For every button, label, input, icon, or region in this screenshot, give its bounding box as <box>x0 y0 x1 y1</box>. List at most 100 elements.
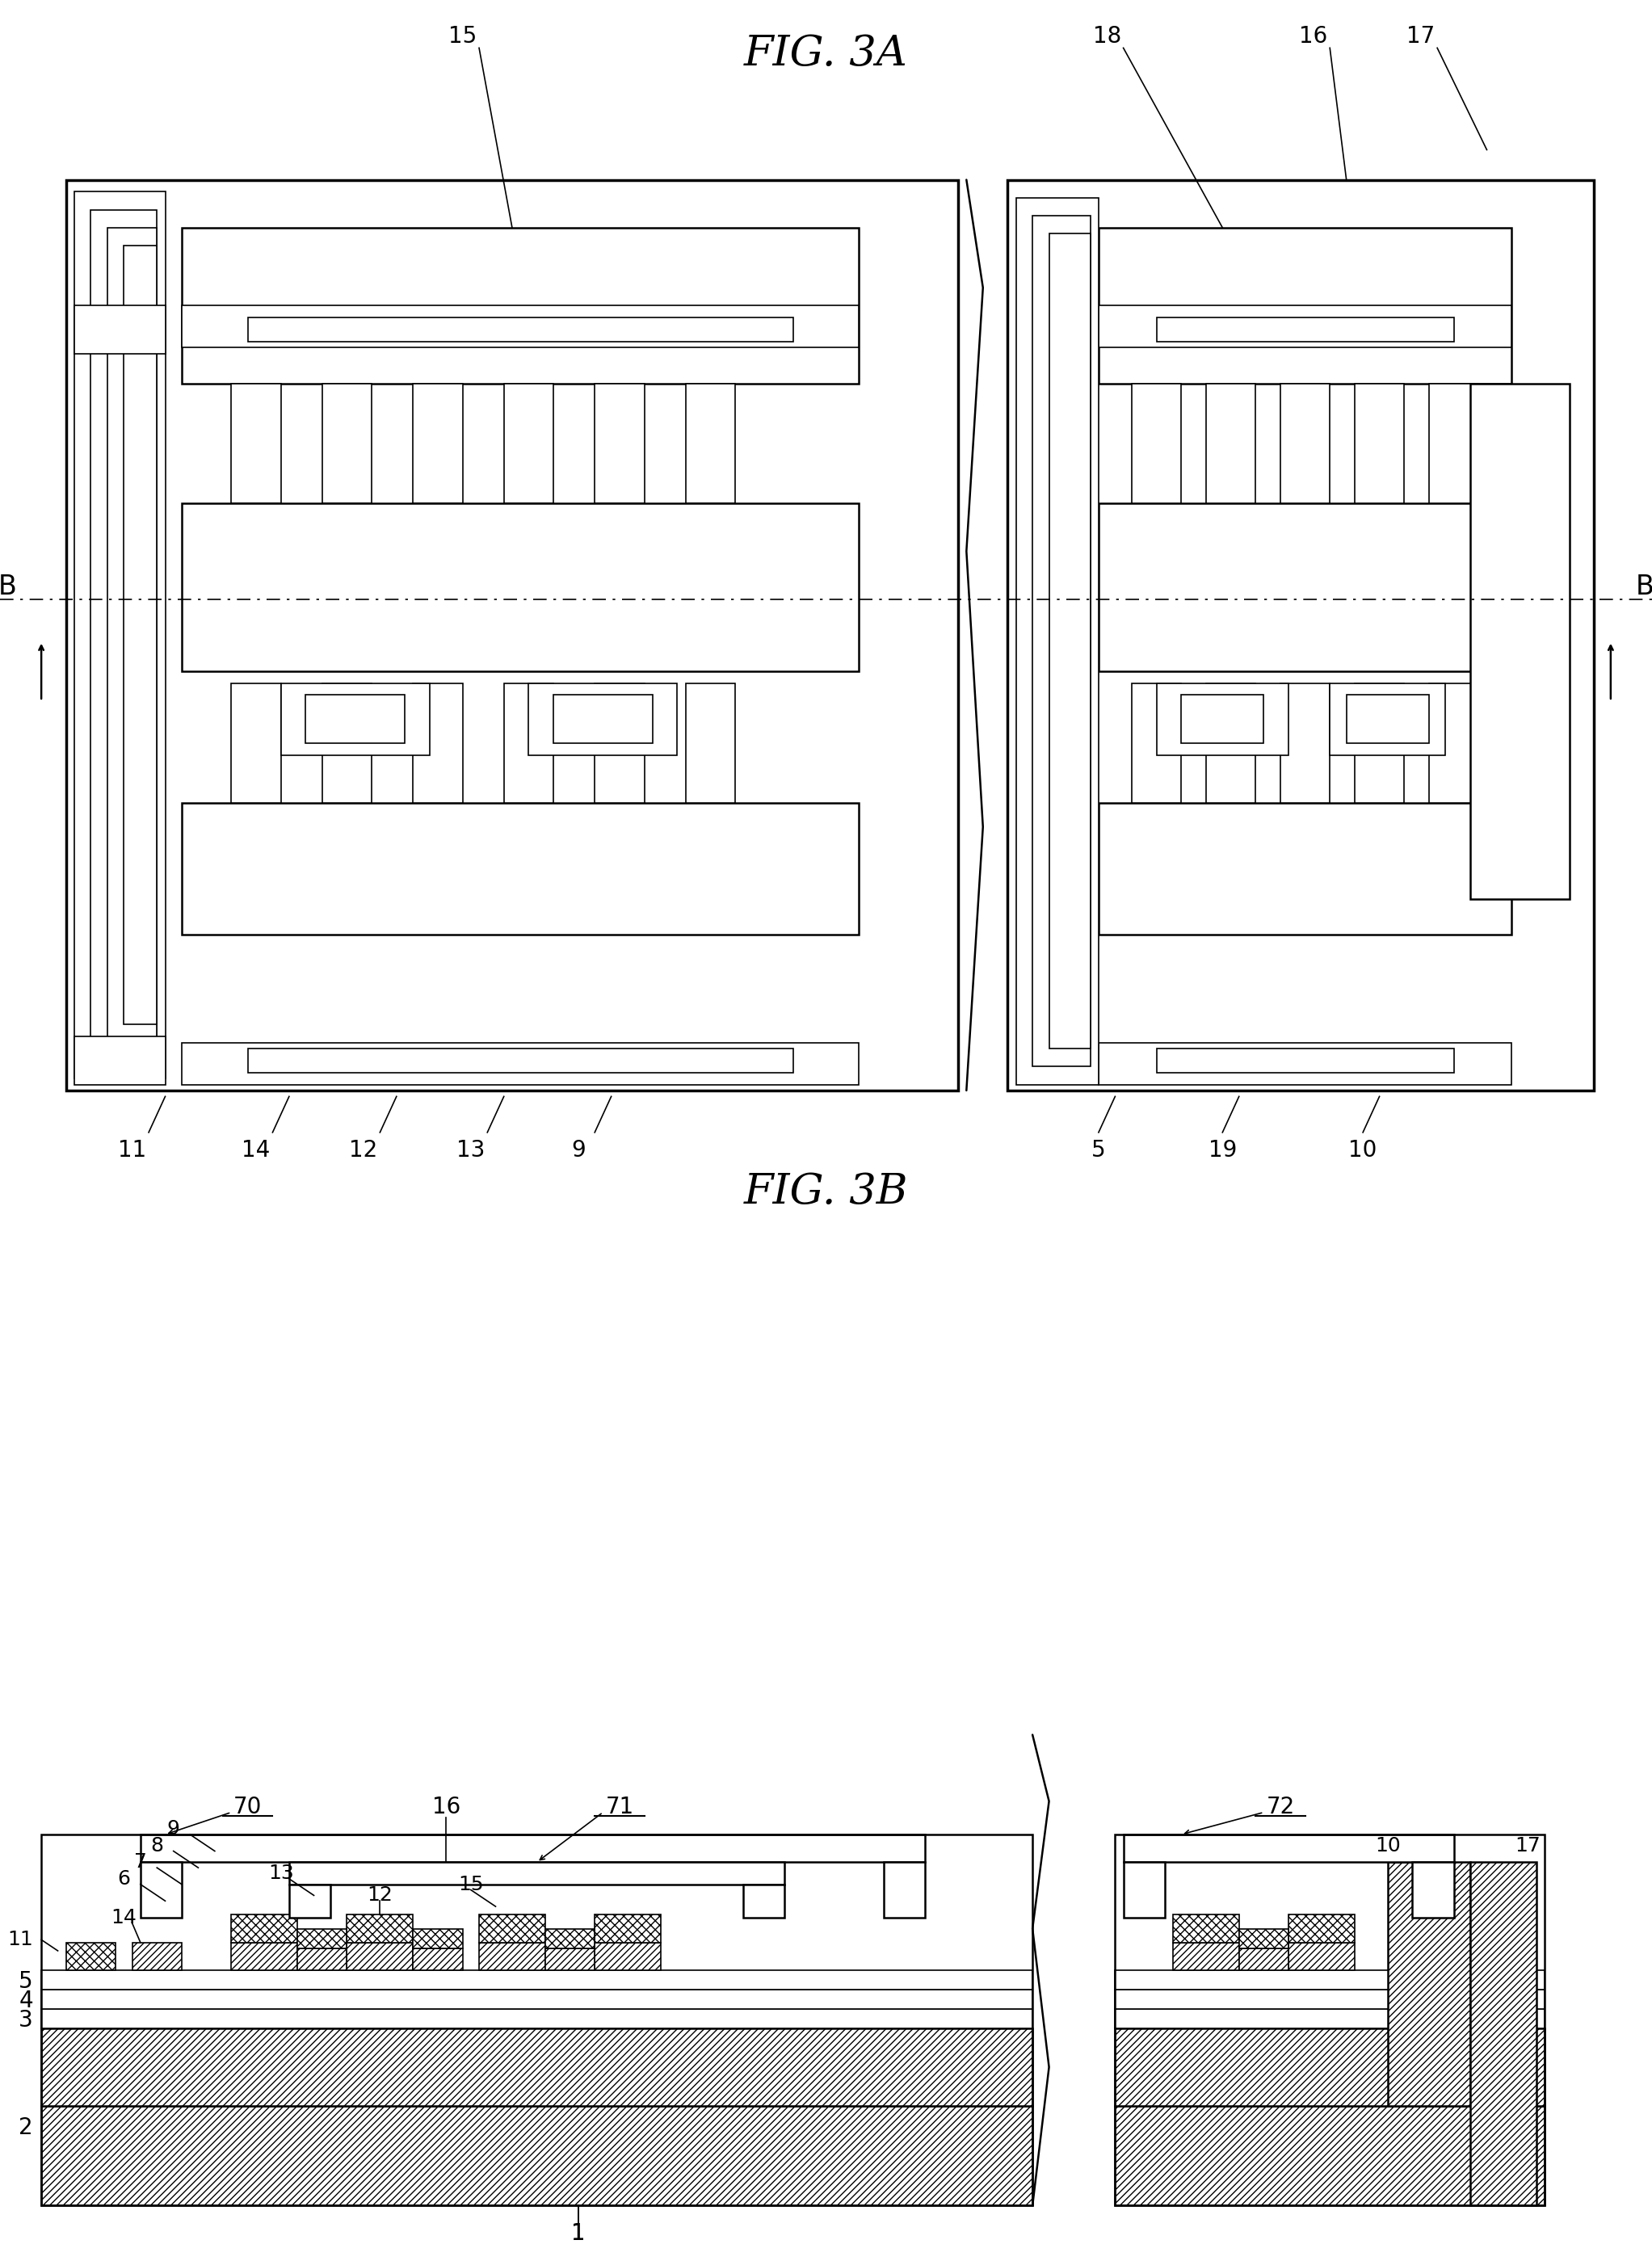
Bar <box>306 694 405 744</box>
Bar <box>41 1834 1032 2207</box>
Text: 18: 18 <box>1092 25 1122 47</box>
Bar <box>297 1949 347 1969</box>
Bar <box>132 1942 182 1969</box>
Text: 72: 72 <box>1265 1795 1295 1818</box>
Text: 2: 2 <box>18 2116 33 2139</box>
Text: 14: 14 <box>111 1908 137 1926</box>
Bar <box>182 803 859 934</box>
Text: 17: 17 <box>1515 1836 1541 1856</box>
Text: 5: 5 <box>18 1969 33 1992</box>
Bar <box>289 1883 330 1917</box>
Text: 5: 5 <box>1092 1140 1105 1162</box>
Bar <box>1115 2105 1545 2207</box>
Bar <box>1132 384 1181 504</box>
Text: 9: 9 <box>167 1820 180 1838</box>
Bar <box>545 1949 595 1969</box>
Bar <box>595 384 644 504</box>
Bar <box>1355 683 1404 803</box>
Bar <box>1115 1834 1545 2207</box>
Bar <box>1156 317 1454 341</box>
Bar <box>1181 694 1264 744</box>
Bar <box>140 1863 182 1917</box>
Bar <box>140 1834 925 1863</box>
Bar <box>595 1942 661 1969</box>
Bar <box>1289 1915 1355 1942</box>
Bar <box>1280 384 1330 504</box>
Bar <box>1099 803 1512 934</box>
Bar <box>322 384 372 504</box>
Bar <box>66 1942 116 1969</box>
Bar <box>1206 683 1256 803</box>
Text: 7: 7 <box>134 1852 147 1872</box>
Text: 6: 6 <box>117 1870 131 1888</box>
Text: 70: 70 <box>233 1795 263 1818</box>
Text: 16: 16 <box>1298 25 1328 47</box>
Bar <box>1115 1969 1545 1990</box>
Bar <box>66 179 958 1090</box>
Bar <box>182 305 859 348</box>
Bar <box>1330 683 1446 755</box>
Bar <box>231 384 281 504</box>
Bar <box>322 683 372 803</box>
Text: 3: 3 <box>18 2008 33 2030</box>
Bar <box>479 1942 545 1969</box>
Bar <box>297 1929 347 1949</box>
Bar <box>1239 1929 1289 1949</box>
Bar <box>1008 179 1594 1090</box>
Bar <box>1132 683 1181 803</box>
Bar <box>182 1042 859 1085</box>
Bar <box>504 384 553 504</box>
Bar <box>545 1929 595 1949</box>
Bar <box>413 1929 463 1949</box>
Text: 11: 11 <box>117 1140 147 1162</box>
Text: 14: 14 <box>241 1140 271 1162</box>
Text: 13: 13 <box>456 1140 486 1162</box>
Bar <box>1346 694 1429 744</box>
Bar <box>107 228 157 1042</box>
Bar <box>686 384 735 504</box>
Text: FIG. 3B: FIG. 3B <box>743 1171 909 1212</box>
Text: 11: 11 <box>7 1931 33 1949</box>
Bar <box>74 1036 165 1085</box>
Bar <box>1123 1834 1454 1863</box>
Bar <box>91 210 157 1060</box>
Bar <box>1173 1942 1239 1969</box>
Bar <box>595 1915 661 1942</box>
Bar <box>41 2028 1032 2105</box>
Bar <box>529 683 677 755</box>
Bar <box>1280 683 1330 803</box>
Bar <box>553 694 653 744</box>
Bar <box>413 384 463 504</box>
Text: 15: 15 <box>448 25 477 47</box>
Bar <box>182 228 859 384</box>
Bar <box>1470 1863 1536 2207</box>
Text: 1: 1 <box>572 2223 585 2245</box>
Bar <box>504 683 553 803</box>
Bar <box>1049 233 1090 1049</box>
Bar <box>1115 2028 1545 2105</box>
Bar <box>124 246 157 1024</box>
Bar <box>41 2010 1032 2028</box>
Bar <box>1206 384 1256 504</box>
Bar <box>686 683 735 803</box>
Bar <box>347 1942 413 1969</box>
Bar <box>248 1049 793 1072</box>
Bar <box>248 317 793 341</box>
Bar <box>1099 1042 1512 1085</box>
Bar <box>1099 305 1512 348</box>
Text: 10: 10 <box>1374 1836 1401 1856</box>
Bar <box>413 683 463 803</box>
Text: 19: 19 <box>1208 1140 1237 1162</box>
Bar <box>595 683 644 803</box>
Bar <box>1099 228 1512 384</box>
Bar <box>289 1863 785 1883</box>
Bar <box>231 683 281 803</box>
Text: 12: 12 <box>349 1140 378 1162</box>
Text: 71: 71 <box>605 1795 634 1818</box>
Bar <box>1099 504 1512 672</box>
Bar <box>74 192 165 1078</box>
Bar <box>1470 384 1569 900</box>
Text: B: B <box>0 574 17 601</box>
Bar <box>1289 1942 1355 1969</box>
Bar <box>413 1949 463 1969</box>
